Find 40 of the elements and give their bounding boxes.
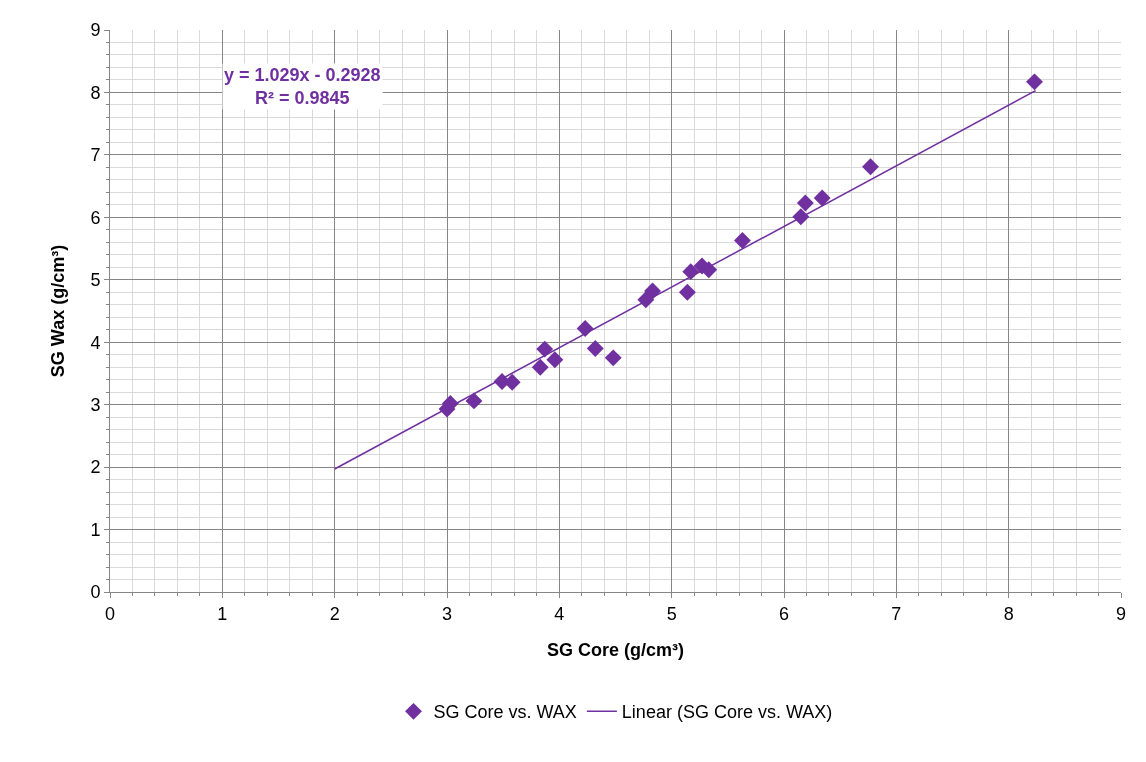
y-tick-label: 7: [90, 145, 101, 166]
point: [546, 351, 564, 369]
y-tick-label: 5: [90, 270, 101, 291]
point: [644, 282, 662, 300]
x-tick-label: 2: [329, 603, 340, 624]
x-axis-title: SG Core (g/cm³): [546, 640, 685, 660]
point: [682, 263, 700, 281]
point: [586, 340, 604, 357]
y-axis-title: SG Wax (g/cm³): [48, 244, 68, 378]
point: [678, 283, 696, 301]
point: [531, 358, 549, 376]
x-tick-label: 8: [1003, 603, 1014, 624]
point: [536, 340, 554, 358]
point: [576, 320, 594, 337]
y-tick-label: 0: [90, 582, 101, 603]
x-tick-label: 9: [1115, 603, 1127, 624]
point: [604, 349, 622, 367]
y-tick-label: 8: [90, 82, 101, 103]
point: [813, 189, 831, 207]
x-tick-label: 7: [891, 603, 902, 624]
legend-label: SG Core vs. WAX: [433, 702, 577, 723]
y-tick-label: 4: [90, 332, 101, 353]
x-tick-label: 4: [554, 603, 565, 624]
point: [862, 158, 879, 176]
y-tick-label: 3: [90, 394, 101, 415]
y-tick-label: 9: [90, 20, 101, 41]
y-tick-label: 1: [90, 519, 101, 540]
legend-label: Linear (SG Core vs. WAX): [621, 702, 833, 723]
x-tick-label: 0: [104, 603, 116, 624]
point: [465, 392, 483, 410]
y-tick-label: 6: [90, 207, 101, 228]
x-tick-label: 6: [778, 603, 790, 624]
annotation: y = 1.029x - 0.2928 R² = 0.9845: [224, 65, 381, 109]
x-tick-label: 5: [666, 603, 677, 624]
x-tick-label: 1: [217, 603, 228, 624]
y-tick-label: 2: [90, 457, 101, 478]
x-tick-label: 3: [441, 603, 453, 624]
point: [733, 231, 751, 249]
point: [796, 194, 814, 212]
point: [1026, 73, 1043, 91]
